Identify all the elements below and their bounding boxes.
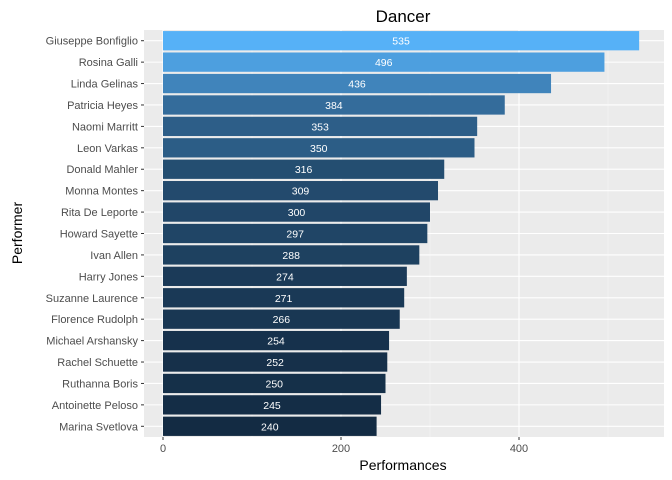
bar-value-label: 309	[292, 186, 310, 198]
chart-title: Dancer	[376, 7, 431, 26]
bar-value-label: 240	[261, 421, 279, 433]
y-tick-label: Donald Mahler	[66, 164, 138, 176]
bar-value-label: 316	[295, 164, 313, 176]
bar	[163, 31, 640, 51]
bar-value-label: 350	[310, 143, 328, 155]
bar	[163, 159, 445, 179]
bar-value-label: 353	[311, 121, 329, 133]
y-tick-label: Giuseppe Bonfiglio	[46, 36, 138, 48]
bar-value-label: 384	[325, 100, 343, 112]
bar	[163, 223, 428, 244]
bar-value-label: 250	[265, 378, 283, 390]
bar-value-label: 535	[392, 36, 410, 48]
bar	[163, 52, 605, 72]
bar	[163, 138, 475, 158]
y-axis-title: Performer	[9, 202, 25, 265]
bar-value-labels: 535 496 436 384 353 350 316 309 300 297 288 274 271 2…	[261, 36, 410, 434]
y-tick-label: Harry Jones	[79, 271, 139, 283]
y-tick-label: Antoinette Peloso	[52, 400, 138, 412]
x-axis-title: Performances	[359, 457, 446, 473]
y-tick-label: Naomi Marritt	[72, 121, 138, 133]
y-tick-label: Leon Varkas	[77, 143, 138, 155]
y-tick-label: Monna Montes	[65, 186, 138, 198]
bar-value-label: 254	[267, 336, 285, 348]
bar	[163, 373, 386, 394]
bar-value-label: 297	[286, 229, 304, 241]
bar	[163, 352, 388, 372]
bar	[163, 73, 552, 94]
bar	[163, 116, 478, 137]
bar-value-label: 252	[266, 357, 284, 369]
bar	[163, 202, 430, 222]
x-tick-label: 400	[510, 443, 528, 455]
y-tick-label: Rita De Leporte	[61, 207, 138, 219]
bar	[163, 266, 407, 286]
bar	[163, 288, 405, 308]
x-tick-label: 0	[160, 443, 166, 455]
bar	[163, 245, 420, 265]
bar-value-label: 266	[273, 314, 291, 326]
bar-value-label: 274	[276, 271, 294, 283]
bar	[163, 95, 505, 115]
y-tick-label: Ruthanna Boris	[62, 378, 138, 390]
y-tick-label: Rosina Galli	[79, 57, 138, 69]
y-tick-label: Marina Svetlova	[59, 421, 139, 433]
y-tick-label: Patricia Heyes	[67, 100, 138, 112]
bar	[163, 330, 390, 351]
bar	[163, 416, 377, 436]
bar	[163, 395, 382, 415]
y-axis: Giuseppe Bonfiglio Rosina Galli Linda Geli…	[46, 36, 144, 433]
bar-value-label: 300	[288, 207, 306, 219]
y-tick-label: Suzanne Laurence	[46, 293, 138, 305]
y-tick-label: Ivan Allen	[90, 250, 138, 262]
bar-value-label: 288	[282, 250, 300, 262]
bar-value-label: 245	[263, 400, 281, 412]
bar-value-label: 271	[275, 293, 293, 305]
y-tick-label: Florence Rudolph	[51, 314, 138, 326]
y-tick-label: Howard Sayette	[60, 229, 138, 241]
y-tick-label: Linda Gelinas	[71, 79, 139, 91]
bar-value-label: 436	[348, 79, 366, 91]
x-tick-label: 200	[332, 443, 350, 455]
bar	[163, 309, 400, 329]
bar	[163, 181, 439, 201]
bars	[163, 31, 640, 436]
x-axis: 0 200 400	[160, 437, 528, 455]
bar-value-label: 496	[375, 57, 393, 69]
y-tick-label: Rachel Schuette	[57, 357, 138, 369]
y-tick-label: Michael Arshansky	[46, 336, 138, 348]
